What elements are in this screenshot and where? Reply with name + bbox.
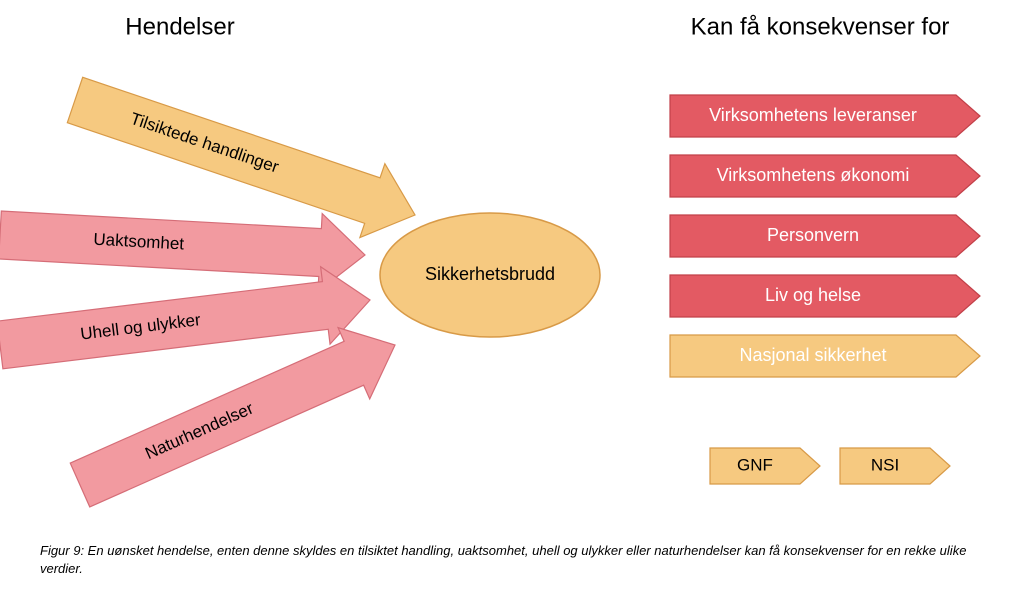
right-arrow-3: Liv og helse (670, 275, 980, 317)
footer-caption-text: Figur 9: En uønsket hendelse, enten denn… (40, 542, 984, 577)
right-arrow-0: Virksomhetens leveranser (670, 95, 980, 137)
header-right: Kan få konsekvenser for (691, 13, 950, 40)
center-node-label: Sikkerhetsbrudd (425, 264, 555, 284)
right-arrow-2: Personvern (670, 215, 980, 257)
left-arrow-2: Uhell og ulykker (0, 267, 370, 369)
center-node: Sikkerhetsbrudd (380, 213, 600, 337)
left-arrow-0: Tilsiktede handlinger (67, 77, 415, 237)
footer-caption: Figur 9: En uønsket hendelse, enten denn… (40, 542, 984, 596)
right-arrow-label-0: Virksomhetens leveranser (709, 105, 917, 125)
sub-arrow-label-0: GNF (737, 455, 773, 474)
sub-arrow-0: GNF (710, 448, 820, 484)
header-left: Hendelser (125, 13, 234, 40)
right-arrow-1: Virksomhetens økonomi (670, 155, 980, 197)
sub-arrow-label-1: NSI (871, 455, 899, 474)
right-arrow-label-4: Nasjonal sikkerhet (739, 345, 886, 365)
sub-arrow-1: NSI (840, 448, 950, 484)
right-arrow-label-1: Virksomhetens økonomi (717, 165, 910, 185)
left-arrow-1: Uaktsomhet (0, 211, 365, 291)
right-arrow-label-3: Liv og helse (765, 285, 861, 305)
right-arrow-label-2: Personvern (767, 225, 859, 245)
right-arrow-4: Nasjonal sikkerhet (670, 335, 980, 377)
